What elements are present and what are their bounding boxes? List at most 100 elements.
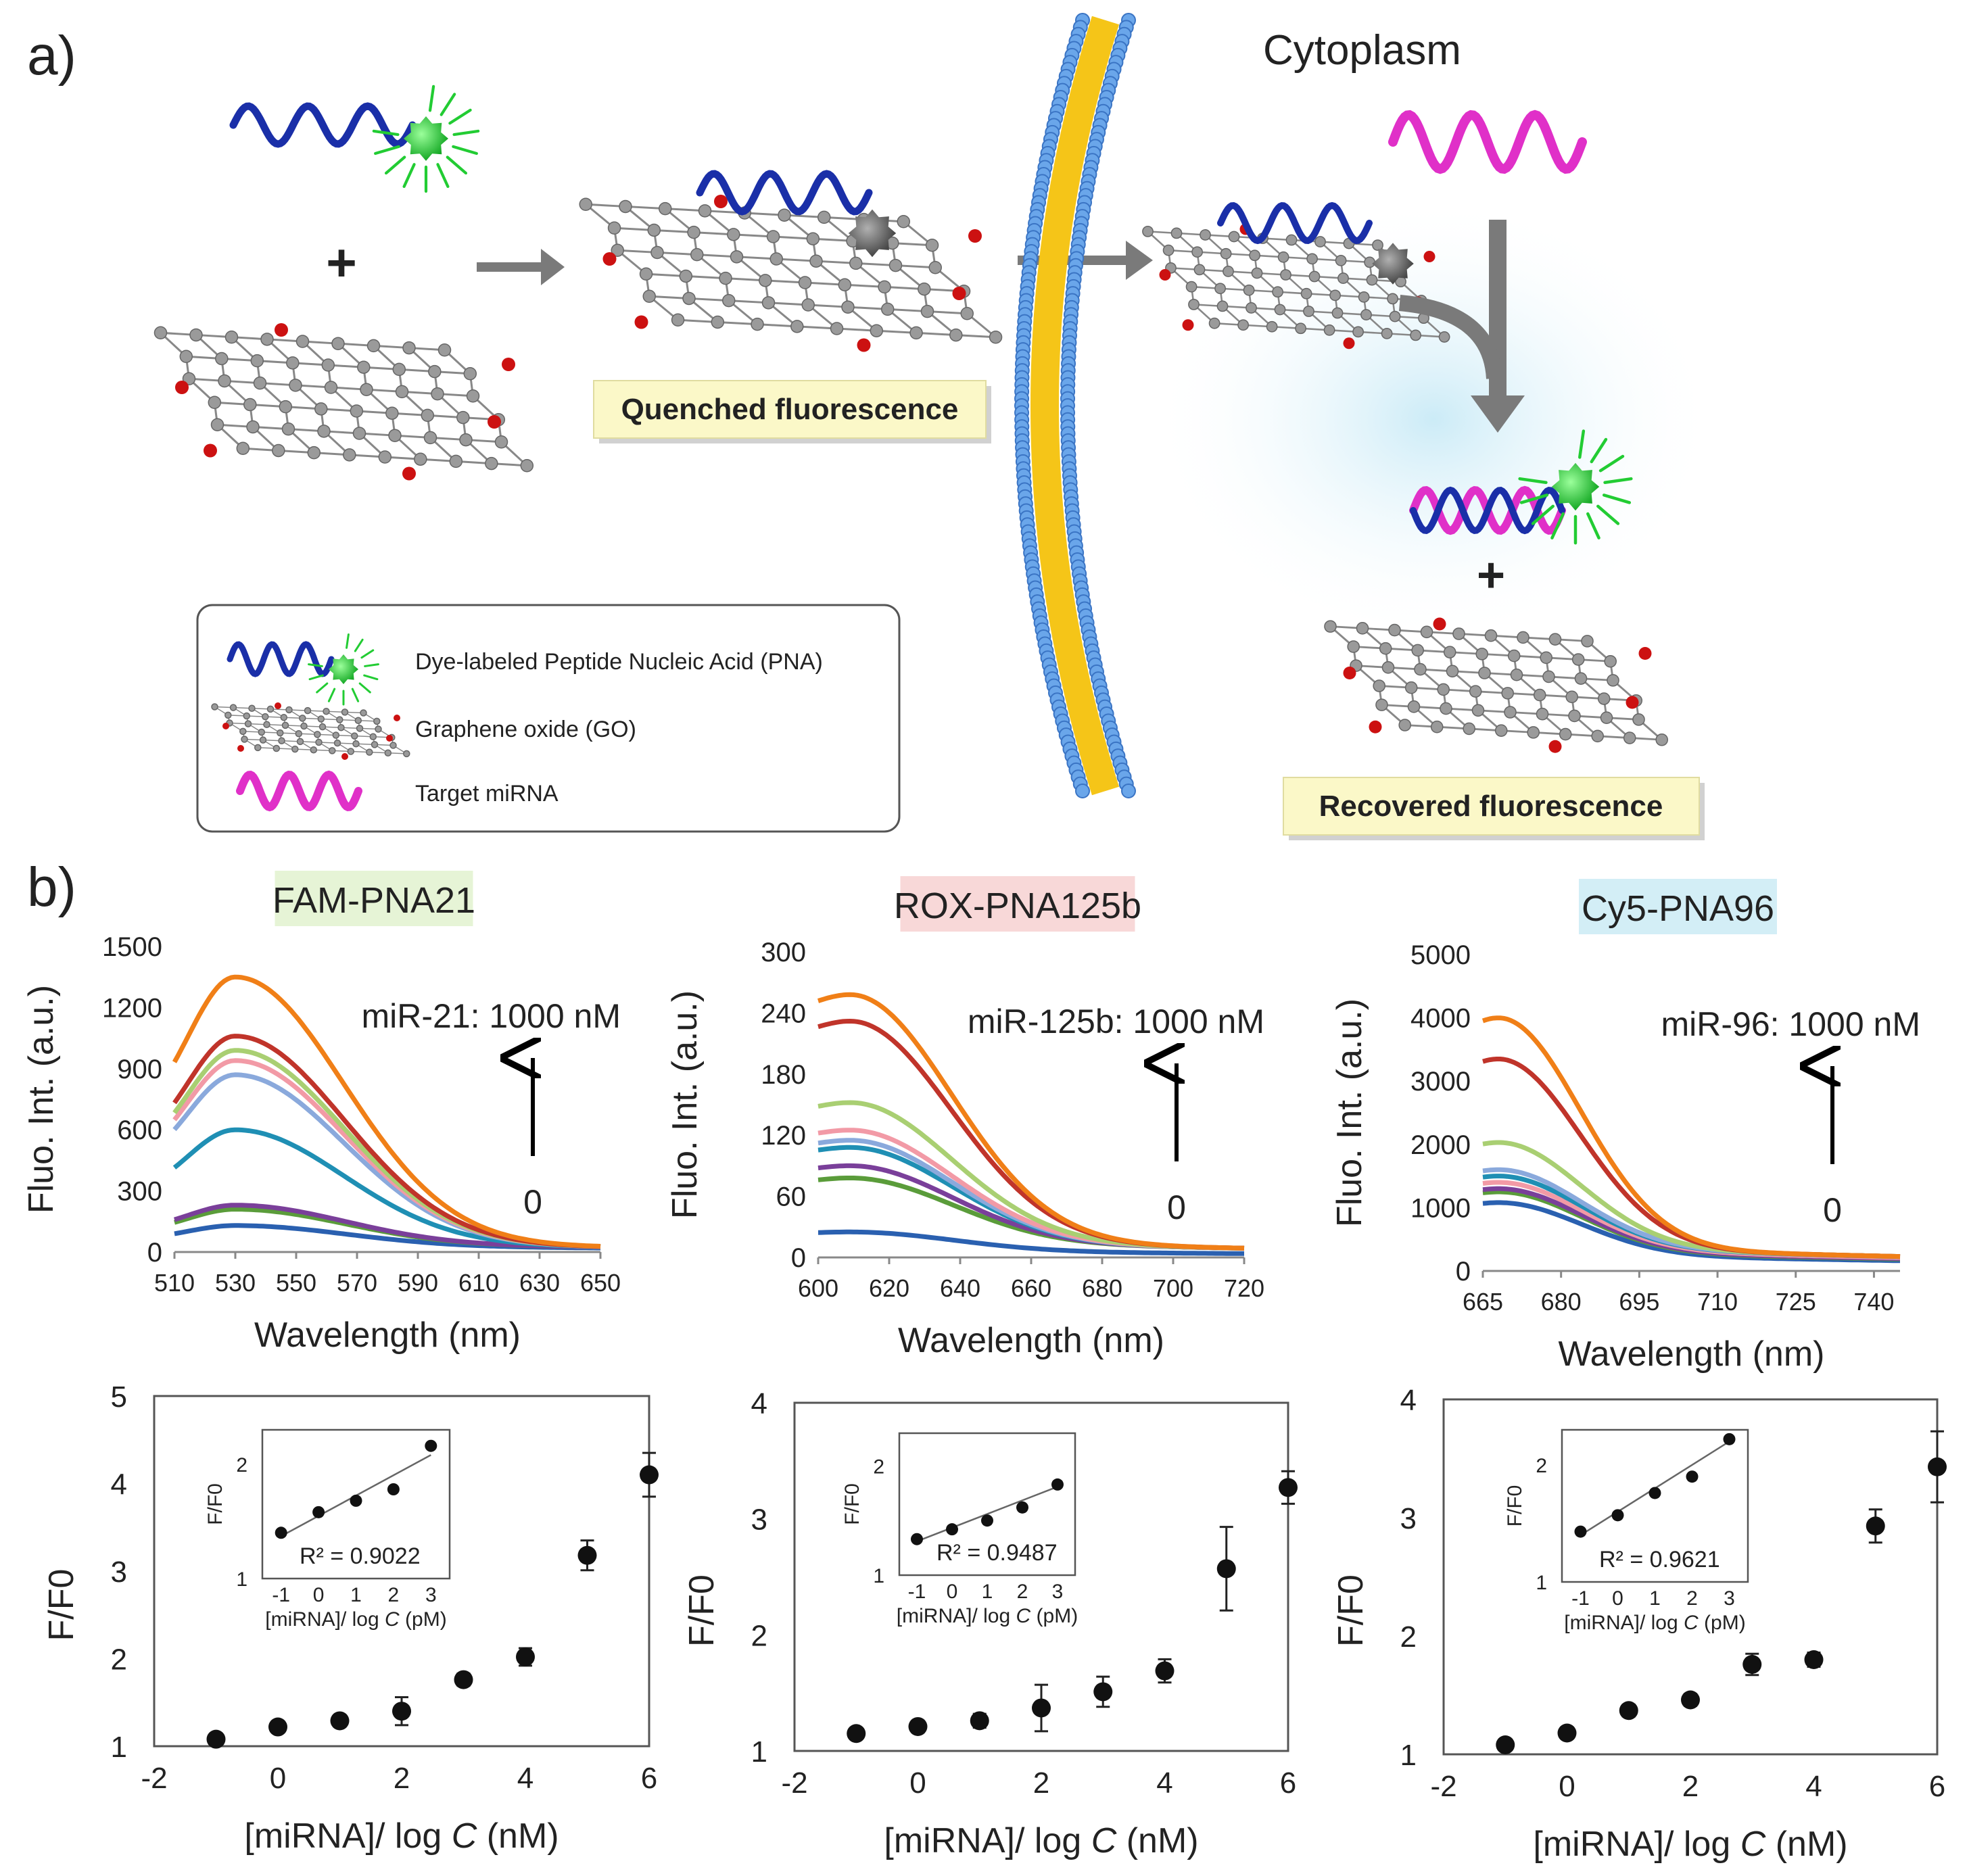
data-point	[392, 1702, 411, 1721]
lipid-head	[1121, 784, 1136, 798]
carbon-atom	[1266, 320, 1278, 333]
inset-x-axis-label: [miRNA]/ log C (pM)	[897, 1605, 1078, 1627]
x-tick-label: 725	[1776, 1288, 1816, 1316]
carbon-atom	[619, 199, 632, 214]
bond	[696, 254, 737, 258]
carbon-atom	[350, 404, 364, 418]
carbon-atom	[1191, 246, 1203, 258]
bond	[757, 323, 797, 328]
r-squared-label: R² = 0.9621	[1599, 1547, 1720, 1572]
inset-chart: -1 0 1 2 3 1 2 R² = 0.9022 [miRNA]/ log C (pM) F/…	[204, 1428, 451, 1631]
carbon-atom	[1398, 719, 1411, 731]
panel-a-label: a)	[27, 25, 76, 87]
carbon-atom	[1565, 690, 1578, 704]
y-axis-label: Fluo. Int. (a.u.)	[1330, 999, 1369, 1227]
carbon-atom	[659, 201, 672, 216]
carbon-atom	[642, 289, 656, 303]
inset-x-tick-label: 1	[982, 1581, 993, 1603]
data-point	[1804, 1650, 1824, 1669]
oxygen-atom	[275, 323, 288, 337]
dye-ray	[363, 674, 379, 681]
dye-ray	[308, 663, 323, 667]
data-point	[454, 1670, 473, 1689]
carbon-atom	[182, 372, 196, 385]
carbon-atom	[1440, 702, 1452, 715]
spectrum-curve	[817, 1229, 1244, 1256]
carbon-atom	[1559, 727, 1572, 741]
legend-pna-strand	[227, 641, 335, 677]
carbon-atom	[229, 704, 237, 711]
carbon-atom	[243, 398, 257, 412]
bond	[892, 242, 932, 247]
carbon-atom	[650, 245, 664, 260]
x-tick-label: 530	[215, 1269, 256, 1297]
carbon-atom	[285, 706, 293, 714]
carbon-atom	[1208, 317, 1220, 329]
x-axis-label-pre: [miRNA]/ log	[884, 1821, 1091, 1860]
data-point	[1928, 1457, 1947, 1476]
x-tick-label: 640	[940, 1274, 980, 1302]
carbon-atom	[1548, 633, 1562, 646]
carbon-atom	[778, 208, 791, 222]
carbon-atom	[766, 230, 780, 243]
carbon-atom	[314, 731, 321, 738]
carbon-atom	[1352, 326, 1364, 338]
inset-x-label-post: (pM)	[1030, 1605, 1078, 1627]
x-axis-label: Wavelength (nm)	[254, 1316, 521, 1355]
carbon-atom	[253, 376, 267, 390]
dye-ray	[327, 688, 336, 702]
carbon-atom	[352, 427, 366, 440]
inset-data-point	[946, 1523, 958, 1536]
carbon-atom	[1335, 254, 1347, 266]
inset-x-tick-label: 0	[313, 1584, 325, 1606]
spectrum-title: FAM-PNA21	[272, 880, 475, 921]
carbon-atom	[260, 333, 274, 346]
y-tick-label: 900	[117, 1055, 162, 1084]
zero-label: 0	[1823, 1191, 1842, 1229]
data-point	[268, 1717, 287, 1737]
inset-data-point	[350, 1494, 362, 1507]
carbon-atom	[281, 721, 289, 729]
carbon-atom	[278, 737, 285, 744]
carbon-atom	[1533, 688, 1546, 702]
carbon-atom	[388, 429, 402, 442]
bond	[693, 231, 734, 236]
dye-ray	[1602, 494, 1632, 504]
carbon-atom	[769, 252, 783, 266]
y-tick-label: 4	[111, 1468, 127, 1501]
cytoplasm-glow	[1149, 196, 1717, 642]
dye-ray	[1519, 494, 1549, 504]
x-tick-label: 600	[798, 1274, 838, 1302]
x-tick-label: -2	[1430, 1770, 1456, 1803]
spectrum-title: ROX-PNA125b	[894, 886, 1141, 926]
oxygen-atom	[275, 702, 281, 709]
x-tick-label: 680	[1082, 1274, 1122, 1302]
carbon-atom	[336, 716, 343, 723]
dye-ray	[1603, 477, 1633, 484]
carbon-atom	[1303, 306, 1314, 317]
dye-ray	[1596, 504, 1620, 525]
carbon-atom	[690, 247, 704, 262]
carbon-atom	[639, 267, 653, 281]
carbon-atom	[485, 456, 498, 471]
carbon-atom	[211, 703, 218, 711]
inset-y-tick-label: 2	[1536, 1455, 1547, 1477]
concentration-annotation: miR-96: 1000 nM	[1661, 1005, 1921, 1043]
inset-frame	[1561, 1428, 1749, 1583]
inset-x-label-var: C	[1684, 1612, 1699, 1634]
carbon-atom	[243, 712, 251, 720]
bond	[797, 325, 837, 330]
dye-ray	[354, 638, 364, 652]
pna-strand	[229, 102, 417, 148]
lipid-head	[1075, 784, 1090, 798]
y-tick-label: 1	[1400, 1739, 1417, 1772]
carbon-atom	[1249, 249, 1260, 262]
spectrum-chart: Cy5-PNA96 665 680 695 710 725 740 0 1000 2000 3000…	[1330, 879, 1920, 1374]
bond	[625, 205, 665, 210]
carbon-atom	[1366, 274, 1378, 286]
carbon-atom	[1591, 729, 1604, 743]
carbon-atom	[1193, 264, 1206, 276]
carbon-atom	[224, 711, 232, 719]
oxygen-atom	[1626, 696, 1639, 709]
dye-ray	[452, 145, 478, 155]
